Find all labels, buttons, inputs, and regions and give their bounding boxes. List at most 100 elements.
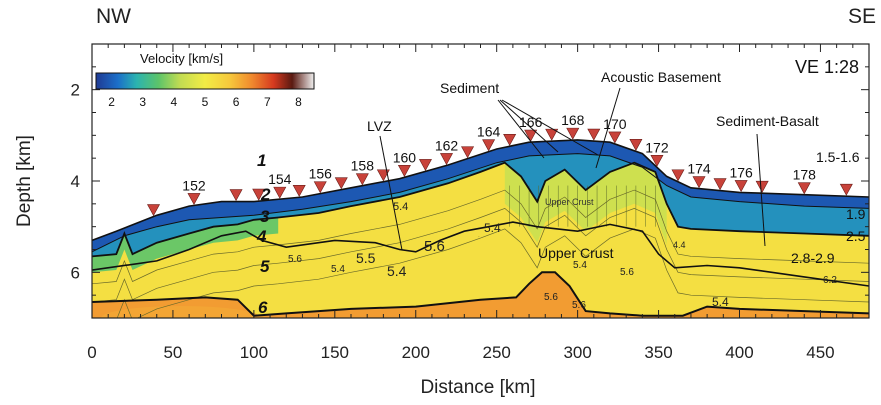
velocity-contour — [92, 189, 869, 285]
obs-station-marker — [503, 133, 517, 146]
obs-station-marker — [440, 153, 454, 166]
x-tick-label: 150 — [321, 343, 349, 362]
obs-station-marker — [566, 127, 580, 140]
obs-station-marker — [397, 165, 411, 177]
layer-number-label: 4 — [256, 227, 267, 246]
obs-station-label: 168 — [561, 112, 585, 128]
obs-station-marker — [650, 155, 664, 167]
obs-station-marker — [334, 177, 348, 190]
obs-station-marker — [252, 188, 266, 201]
sediment-label: Sediment — [440, 80, 499, 96]
obs-station-marker — [839, 183, 853, 196]
obs-station-marker — [797, 182, 811, 195]
obs-station-label: 158 — [351, 158, 375, 174]
colorbar-tick-label: 2 — [108, 95, 115, 109]
obs-station-label: 160 — [393, 149, 417, 165]
colorbar-tick-label: 5 — [202, 95, 209, 109]
contour-value-label: 5.6 — [424, 238, 445, 255]
velocity-label-sediment-1: 1.9 — [846, 206, 866, 222]
colorbar-tick-label: 8 — [295, 95, 302, 109]
obs-station-marker — [229, 189, 243, 202]
colorbar: Velocity [km/s] 2 3 4 5 6 7 8 — [95, 51, 315, 109]
x-tick-label: 50 — [163, 343, 182, 362]
colorbar-tick-label: 3 — [139, 95, 146, 109]
layer-boundary — [92, 161, 869, 258]
x-tick-label: 400 — [725, 343, 753, 362]
contour-value-label: 5.6 — [478, 236, 480, 238]
sediment-pointer — [499, 99, 559, 153]
lvz-pointer — [379, 135, 403, 251]
obs-station-label: 162 — [435, 137, 459, 153]
x-axis-label: Distance [km] — [420, 377, 535, 398]
contour-value-label: 5.4 — [387, 263, 407, 279]
obs-station-marker — [608, 131, 622, 144]
obs-station-marker — [587, 128, 601, 141]
contour-value-label: 5.6 — [544, 292, 558, 303]
contour-value-label: 5.6 — [620, 267, 634, 278]
upper-crust-label: Upper Crust — [538, 245, 614, 261]
obs-station-label: 176 — [729, 164, 753, 180]
frame-ticks — [91, 43, 870, 319]
contour-value-label: 5.4 — [331, 264, 345, 275]
obs-station-marker — [376, 169, 390, 182]
obs-station-marker — [273, 186, 287, 199]
obs-station-label: 178 — [793, 167, 817, 183]
x-tick-label: 100 — [240, 343, 268, 362]
nw-label: NW — [96, 5, 131, 28]
sediment-pointer — [501, 99, 599, 156]
obs-station-marker — [313, 181, 327, 194]
obs-station-label: 166 — [519, 114, 543, 130]
sediment-upper-layer — [92, 139, 869, 252]
contour-value-label: 5.6 — [288, 254, 302, 265]
layer-boundary — [92, 153, 869, 253]
x-tick-label: 200 — [402, 343, 430, 362]
contour-value-label: 5.6 — [572, 300, 586, 311]
velocity-label-basalt: 2.8-2.9 — [791, 250, 835, 266]
velocity-label-sediment-2: 2.5 — [846, 228, 866, 244]
contour-value-label: 4.4 — [673, 240, 686, 250]
y-tick-label: 4 — [71, 172, 80, 191]
obs-station-label: 172 — [645, 139, 669, 155]
x-tick-label: 300 — [563, 343, 591, 362]
obs-station-label: 154 — [268, 171, 292, 187]
ve-label: VE 1:28 — [795, 57, 859, 77]
obs-station-label: 174 — [687, 161, 711, 177]
acoustic-basement-label: Acoustic Basement — [601, 69, 721, 85]
x-axis: 0 50 100 150 200 250 300 350 400 450 — [87, 343, 834, 362]
obs-station-marker — [524, 129, 538, 142]
layer-number-label: 2 — [260, 185, 271, 204]
colorbar-tick-label: 4 — [171, 95, 178, 109]
layer-number-label: 1 — [257, 151, 266, 170]
obs-station-marker — [692, 176, 706, 189]
sediment-pointer — [497, 99, 545, 159]
sediment-basalt-pointer — [756, 133, 766, 247]
high-velocity-body — [520, 279, 577, 318]
obs-station-marker — [418, 159, 432, 172]
obs-station-label: 170 — [603, 116, 627, 132]
y-tick-label: 2 — [71, 81, 80, 100]
x-tick-label: 450 — [806, 343, 834, 362]
layer-boundary — [92, 139, 869, 242]
obs-station-marker — [755, 180, 769, 193]
obs-station-marker — [147, 204, 161, 217]
obs-station-marker — [713, 178, 727, 191]
contour-value-label: 5.4 — [573, 260, 587, 271]
contour-value-label: 5.4 — [393, 201, 408, 213]
layer-boundary — [92, 221, 869, 287]
obs-station-marker — [545, 128, 559, 141]
x-tick-label: 0 — [87, 343, 96, 362]
velocity-label-water: 1.5-1.6 — [816, 149, 860, 165]
lvz-label: LVZ — [367, 118, 392, 134]
obs-stations: 152 154 156 158 160 162 164 166 168 170 172 174 176 1… — [147, 112, 853, 217]
velocity-contour — [116, 228, 869, 318]
obs-station-marker — [629, 139, 643, 151]
colorbar-title: Velocity [km/s] — [140, 51, 223, 66]
obs-station-marker — [187, 193, 201, 206]
layer-number-label: 3 — [260, 207, 270, 226]
y-axis-label: Depth [km] — [14, 135, 35, 227]
upper-crust-small-label: Upper Crust — [545, 197, 594, 207]
obs-station-marker — [292, 184, 306, 197]
obs-station-label: 152 — [182, 177, 206, 193]
obs-station-label: 156 — [309, 166, 333, 182]
